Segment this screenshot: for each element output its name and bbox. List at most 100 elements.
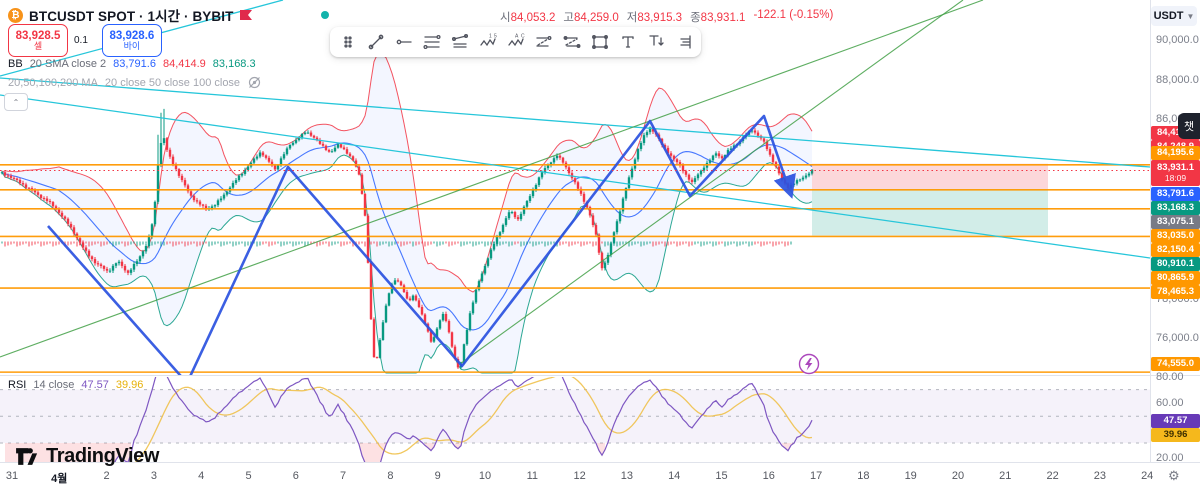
collapse-legend-button[interactable]: ⌃ — [4, 93, 28, 111]
axis-gridline-label: 76,000.0 — [1156, 332, 1199, 344]
price-label-chip: 83,035.0 — [1151, 229, 1200, 243]
flat-channel-icon[interactable] — [446, 29, 473, 55]
time-axis-label: 4 — [198, 470, 205, 482]
rectangle-icon[interactable] — [586, 29, 613, 55]
disjoint-channel-icon[interactable] — [530, 29, 557, 55]
time-axis-label: 31 — [5, 470, 19, 482]
time-axis-label: 5 — [245, 470, 252, 482]
parallel-channel-icon[interactable] — [558, 29, 585, 55]
time-axis-label: 11 — [526, 470, 539, 482]
time-axis-label: 9 — [434, 470, 441, 482]
time-axis-label: 19 — [904, 470, 917, 482]
text-icon[interactable] — [614, 29, 641, 55]
tradingview-logo-text: TradingView — [46, 445, 160, 467]
svg-text:C: C — [521, 34, 525, 40]
ma-legend[interactable]: 20,50,100,200 MA 20 close 50 close 100 c… — [8, 76, 262, 89]
currency-selector[interactable]: USDT ▼ — [1151, 6, 1197, 26]
symbol-title[interactable]: BTCUSDT SPOT · 1시간 · BYBIT — [29, 9, 234, 24]
change-value: -122.1 (-0.15%) — [753, 9, 834, 21]
buy-label: 바이 — [123, 40, 141, 51]
time-axis-label: 16 — [762, 470, 775, 482]
time-axis-label: 6 — [292, 470, 299, 482]
market-status-dot — [321, 11, 330, 19]
time-axis-label: 13 — [620, 470, 634, 482]
buy-price: 83,928.6 — [109, 29, 155, 42]
time-axis-label: 10 — [478, 470, 492, 482]
time-axis-label: 12 — [573, 470, 586, 482]
currency-label: USDT — [1153, 10, 1184, 22]
chevron-down-icon: ▼ — [1186, 11, 1195, 21]
bybit-logo-icon — [240, 10, 253, 20]
symbol-header[interactable]: ₿ BTCUSDT SPOT · 1시간 · BYBIT — [8, 5, 330, 25]
time-axis-label: 14 — [668, 470, 681, 482]
axis-gridline-label: 20.00 — [1156, 452, 1184, 464]
trend-line-icon[interactable] — [362, 29, 389, 55]
sell-button[interactable]: 83,928.5 셀 — [8, 24, 68, 57]
low-label: 저 — [626, 12, 638, 24]
high-label: 고 — [563, 12, 574, 24]
chat-badge-label: 챗 — [1184, 121, 1195, 133]
time-axis-label: 4월 — [51, 473, 68, 485]
sell-label: 셀 — [33, 40, 43, 51]
time-axis-label: 24 — [1141, 470, 1154, 482]
price-label-chip: 83,075.1 — [1151, 215, 1200, 229]
price-label-chip: 83,931.1 18:09 — [1151, 160, 1200, 186]
bb-legend[interactable]: BB 20 SMA close 2 83,791.6 84,414.9 83,1… — [8, 58, 256, 70]
time-axis-label: 21 — [999, 470, 1012, 482]
ma-name: 20,50,100,200 MA — [8, 76, 98, 89]
close-value: 83,931.1 — [700, 12, 746, 24]
price-label-chip: 83,168.3 — [1151, 201, 1200, 215]
chat-side-badge[interactable]: 챗 — [1178, 113, 1200, 139]
price-label-chip: 80,910.1 — [1151, 257, 1200, 271]
rsi-value: 47.57 — [81, 379, 109, 391]
price-label-chip: 82,150.4 — [1151, 243, 1200, 257]
lightning-drawing-icon — [798, 353, 820, 375]
price-label-chip: 83,791.6 — [1151, 187, 1200, 201]
sell-price: 83,928.5 — [15, 29, 61, 42]
time-axis-label: 7 — [340, 470, 347, 482]
btc-coin-icon: ₿ — [8, 7, 23, 23]
svg-text:A: A — [515, 34, 519, 40]
axis-gridline-label: 90,000.0 — [1156, 34, 1199, 46]
price-label-chip: 47.57 — [1151, 414, 1200, 428]
eye-off-icon[interactable] — [247, 76, 262, 89]
time-axis-label: 8 — [387, 470, 394, 482]
ma-params: 20 close 50 close 100 close — [104, 76, 241, 89]
price-label-chip: 78,465.3 — [1151, 285, 1200, 299]
axis-settings-gear-icon[interactable]: ⚙ — [1168, 468, 1180, 483]
tradingview-logo[interactable]: TradingView — [14, 444, 159, 469]
price-label-chip: 80,865.9 — [1151, 271, 1200, 285]
axis-gridline-label: 88,000.0 — [1156, 74, 1199, 86]
open-value: 84,053.2 — [510, 12, 556, 24]
price-label-chip: 39.96 — [1151, 428, 1200, 442]
trade-panel: 83,928.5 셀 0.1 83,928.6 바이 — [8, 24, 162, 57]
time-axis-label: 17 — [809, 470, 823, 482]
rsi-legend[interactable]: RSI 14 close 47.57 39.96 — [8, 379, 143, 391]
time-axis-label: 23 — [1093, 470, 1107, 482]
time-axis-label: 18 — [857, 470, 870, 482]
close-label: 종 — [690, 12, 701, 24]
anchored-text-icon[interactable] — [642, 29, 669, 55]
open-label: 시 — [500, 12, 511, 24]
axis-gridline-label: 80.00 — [1156, 371, 1184, 383]
rsi-params: 14 close — [33, 379, 75, 391]
bb-upper-value: 84,414.9 — [162, 58, 206, 70]
axis-gridline-label: 60.00 — [1156, 397, 1184, 409]
low-value: 83,915.3 — [637, 12, 683, 24]
svg-text:5: 5 — [494, 34, 497, 40]
bb-name: BB — [8, 58, 23, 70]
price-label-chip: 84,195.6 — [1151, 146, 1200, 160]
high-value: 84,259.0 — [573, 12, 619, 24]
buy-button[interactable]: 83,928.6 바이 — [101, 24, 162, 57]
horizontal-ray-icon[interactable] — [390, 29, 417, 55]
parallel-lines-icon[interactable] — [418, 29, 445, 55]
time-axis-label: 22 — [1046, 470, 1059, 482]
drag-handle-icon[interactable] — [334, 29, 361, 55]
bb-params: 20 SMA close 2 — [29, 58, 107, 70]
price-note-icon[interactable] — [670, 29, 697, 55]
